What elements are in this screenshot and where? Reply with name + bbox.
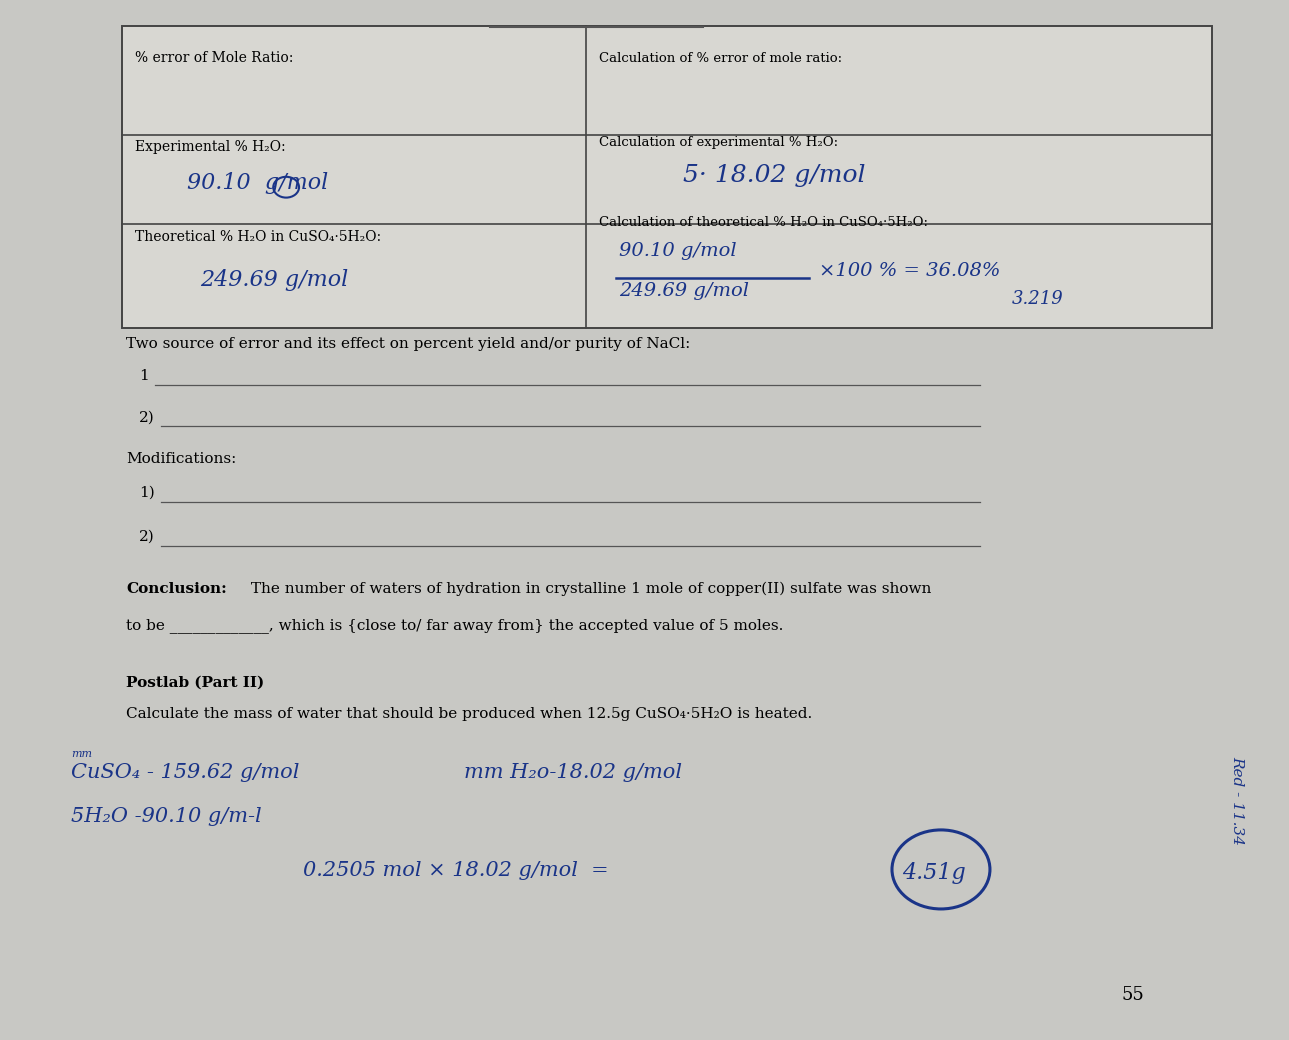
Text: Theoretical % H₂O in CuSO₄·5H₂O:: Theoretical % H₂O in CuSO₄·5H₂O:: [135, 230, 382, 244]
Text: ×100 % = 36.08%: ×100 % = 36.08%: [819, 262, 1000, 280]
Text: 1): 1): [139, 486, 155, 500]
Text: Calculate the mass of water that should be produced when 12.5g CuSO₄·5H₂O is hea: Calculate the mass of water that should …: [126, 706, 812, 721]
Text: 90.10  g/mol: 90.10 g/mol: [187, 173, 329, 194]
Text: Postlab (Part II): Postlab (Part II): [126, 675, 264, 690]
Text: % error of Mole Ratio:: % error of Mole Ratio:: [135, 51, 294, 66]
Text: Modifications:: Modifications:: [126, 451, 237, 466]
Text: mm H₂o-18.02 g/mol: mm H₂o-18.02 g/mol: [464, 763, 682, 782]
Text: 3.219: 3.219: [1012, 290, 1063, 308]
Text: 249.69 g/mol: 249.69 g/mol: [619, 283, 749, 301]
Text: Red - 11.34: Red - 11.34: [1231, 756, 1244, 846]
Text: Experimental % H₂O:: Experimental % H₂O:: [135, 139, 286, 154]
Text: 90.10 g/mol: 90.10 g/mol: [619, 242, 736, 260]
Bar: [122, 26, 1212, 328]
Text: Calculation of % error of mole ratio:: Calculation of % error of mole ratio:: [599, 52, 843, 66]
Text: CuSO₄ - 159.62 g/mol: CuSO₄ - 159.62 g/mol: [71, 763, 299, 782]
Text: Conclusion:: Conclusion:: [126, 581, 227, 596]
Text: The number of waters of hydration in crystalline 1 mole of copper(II) sulfate wa: The number of waters of hydration in cry…: [246, 581, 932, 596]
Text: to be _____________, which is {close to/ far away from} the accepted value of 5 : to be _____________, which is {close to/…: [126, 618, 784, 633]
Text: 1: 1: [139, 368, 150, 383]
Text: 4.51g: 4.51g: [902, 862, 965, 884]
Text: 5· 18.02 g/mol: 5· 18.02 g/mol: [683, 164, 866, 187]
Text: 249.69 g/mol: 249.69 g/mol: [200, 269, 348, 291]
Text: 55: 55: [1121, 987, 1145, 1005]
Text: 2): 2): [139, 410, 155, 424]
Text: Calculation of theoretical % H₂O in CuSO₄·5H₂O:: Calculation of theoretical % H₂O in CuSO…: [599, 215, 928, 229]
Text: Two source of error and its effect on percent yield and/or purity of NaCl:: Two source of error and its effect on pe…: [126, 337, 691, 352]
Text: Calculation of experimental % H₂O:: Calculation of experimental % H₂O:: [599, 135, 839, 149]
Text: 0.2505 mol × 18.02 g/mol  =: 0.2505 mol × 18.02 g/mol =: [303, 861, 608, 880]
Text: 2): 2): [139, 529, 155, 544]
Text: mm: mm: [71, 749, 92, 759]
Text: 5H₂O -90.10 g/m-l: 5H₂O -90.10 g/m-l: [71, 807, 262, 826]
